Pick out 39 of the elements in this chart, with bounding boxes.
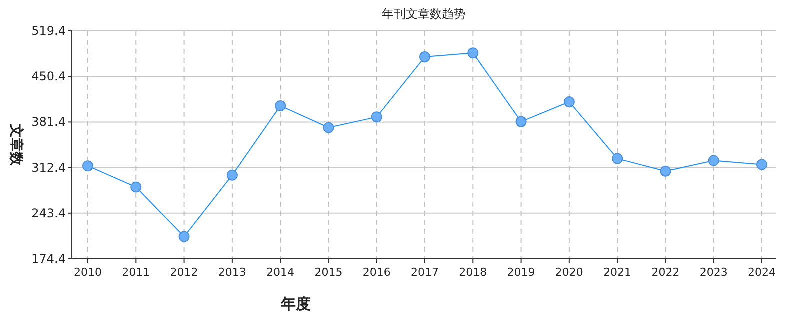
x-tick-label: 2018 (459, 266, 488, 279)
x-tick-label: 2014 (266, 266, 295, 279)
x-tick-label: 2023 (700, 266, 728, 279)
point (756, 159, 768, 170)
y-tick-label: 174.4 (32, 252, 66, 266)
x-axis-title: 年度 (280, 295, 311, 313)
y-tick-label: 312.4 (32, 160, 66, 175)
y-tick-label: 243.4 (32, 206, 66, 220)
point (516, 116, 527, 128)
x-tick-label: 2016 (362, 266, 391, 279)
point (708, 155, 720, 166)
y-tick-label: 381.4 (32, 115, 66, 130)
point (564, 96, 575, 108)
x-tick-label: 2012 (170, 266, 198, 279)
x-tick-label: 2021 (604, 266, 632, 279)
point (130, 182, 142, 193)
point (371, 112, 382, 123)
point (468, 48, 479, 59)
point (226, 170, 238, 181)
x-tick-label: 2024 (748, 266, 776, 279)
x-tick-label: 2015 (314, 266, 343, 279)
point (178, 231, 190, 242)
point (275, 100, 286, 112)
y-axis-title: 文章数 (8, 123, 25, 167)
x-tick-label: 2011 (122, 266, 150, 279)
x-tick-label: 2019 (507, 266, 536, 279)
x-tick-label: 2017 (411, 266, 439, 279)
x-tick-label: 2022 (652, 266, 680, 279)
x-tick-label: 2013 (218, 266, 246, 279)
x-tick-label: 2020 (555, 266, 584, 279)
chart-title: 年刊文章数趋势 (382, 7, 466, 21)
point (660, 166, 672, 177)
point (420, 52, 430, 63)
x-tick-label: 2010 (74, 266, 102, 279)
point (612, 153, 624, 164)
y-tick-label: 450.4 (32, 70, 66, 84)
y-tick-label: 519.4 (32, 24, 66, 38)
point (82, 160, 94, 172)
point (323, 122, 334, 134)
